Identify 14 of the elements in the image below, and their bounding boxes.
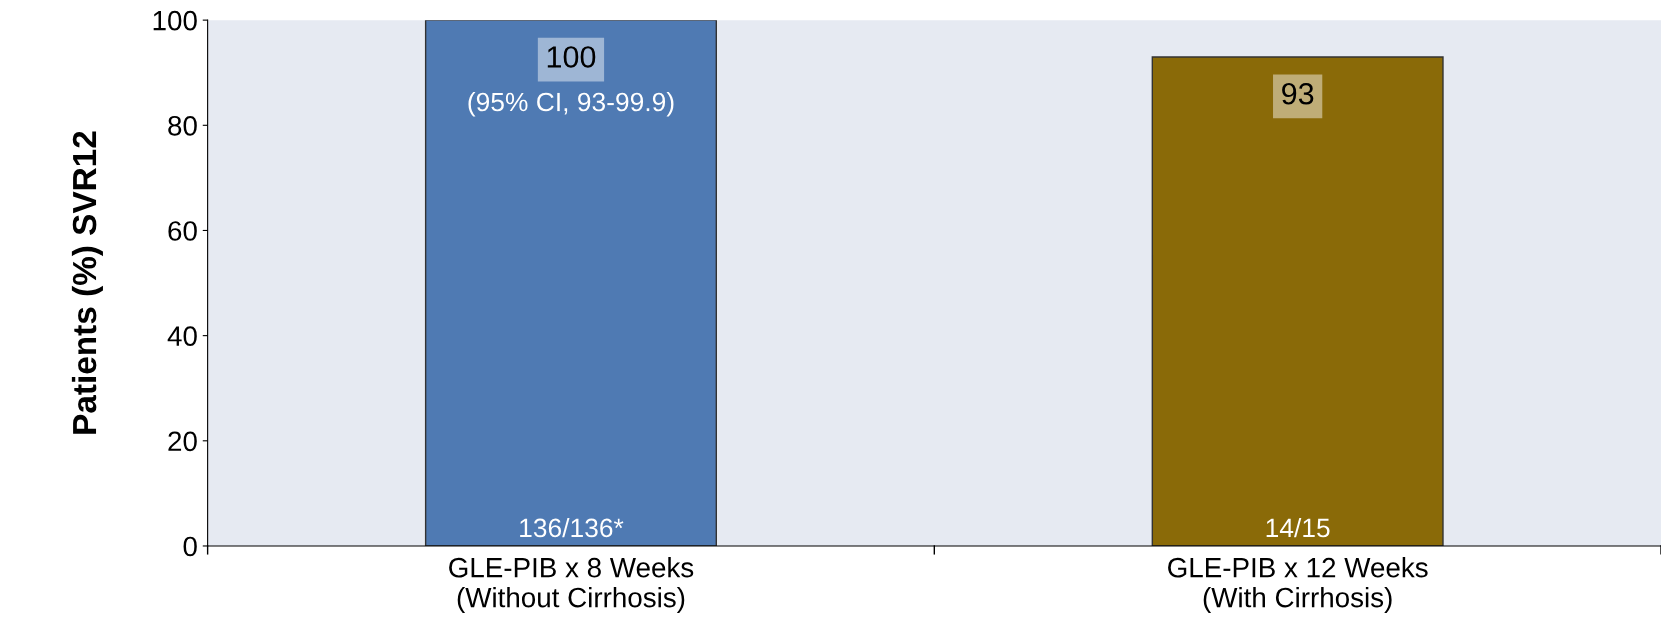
y-tick-label: 100 (153, 10, 197, 31)
y-tick-label: 60 (168, 221, 197, 241)
y-tick-label: 0 (183, 536, 197, 557)
y-tick-label: 20 (168, 431, 197, 452)
annotation: (95% CI, 93-99.9) (468, 91, 674, 117)
y-tick-label: 80 (168, 115, 197, 136)
data-label: 100 (547, 46, 596, 68)
x-tick-label: GLE-PIB x 8 Weeks (Without Cirrhosis) (449, 557, 694, 613)
x-tick-label: GLE-PIB x 12 Weeks (With Cirrhosis) (1168, 557, 1428, 613)
annotation: 136/136* (520, 517, 624, 538)
annotation: 14/15 (1266, 517, 1330, 538)
y-tick-label: 40 (167, 326, 197, 346)
data-label: 93 (1282, 82, 1314, 105)
y-axis-title: Patients (%) SVR12 (71, 131, 103, 434)
